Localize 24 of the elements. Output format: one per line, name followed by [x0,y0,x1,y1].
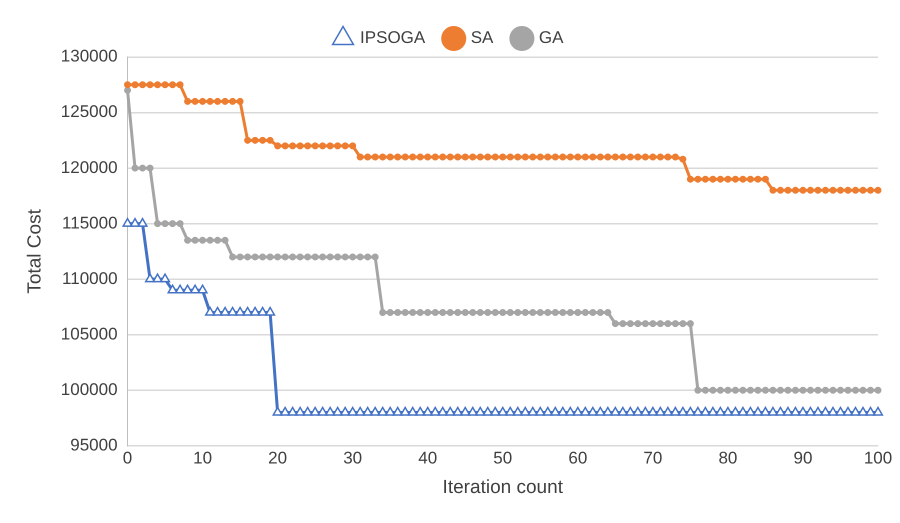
legend-label: SA [470,28,494,48]
y-tick-label: 130000 [60,46,118,66]
y-axis-title: Total Cost [24,208,46,294]
x-tick-label: 50 [493,448,512,468]
y-tick-label: 95000 [70,435,118,454]
x-tick-label: 30 [343,448,362,468]
y-tick-label: 110000 [62,268,118,288]
x-tick-label: 90 [793,448,812,468]
x-tick-label: 80 [718,448,738,468]
x-tick-label: 20 [268,448,288,468]
x-tick-label: 100 [864,448,892,468]
legend-label: GA [538,28,564,48]
x-tick-label: 10 [193,448,212,468]
x-tick-label: 70 [643,448,662,468]
x-tick-label: 40 [418,448,438,468]
y-tick-label: 120000 [60,158,118,177]
y-tick-label: 105000 [60,324,118,344]
y-tick-label: 125000 [60,102,118,122]
x-tick-label: 0 [122,448,132,468]
x-axis-title: Iteration count [442,476,564,498]
x-tick-label: 60 [568,448,588,468]
y-tick-label: 100000 [60,380,118,399]
legend-label: IPSOGA [360,28,426,48]
y-tick-label: 115000 [62,213,118,232]
